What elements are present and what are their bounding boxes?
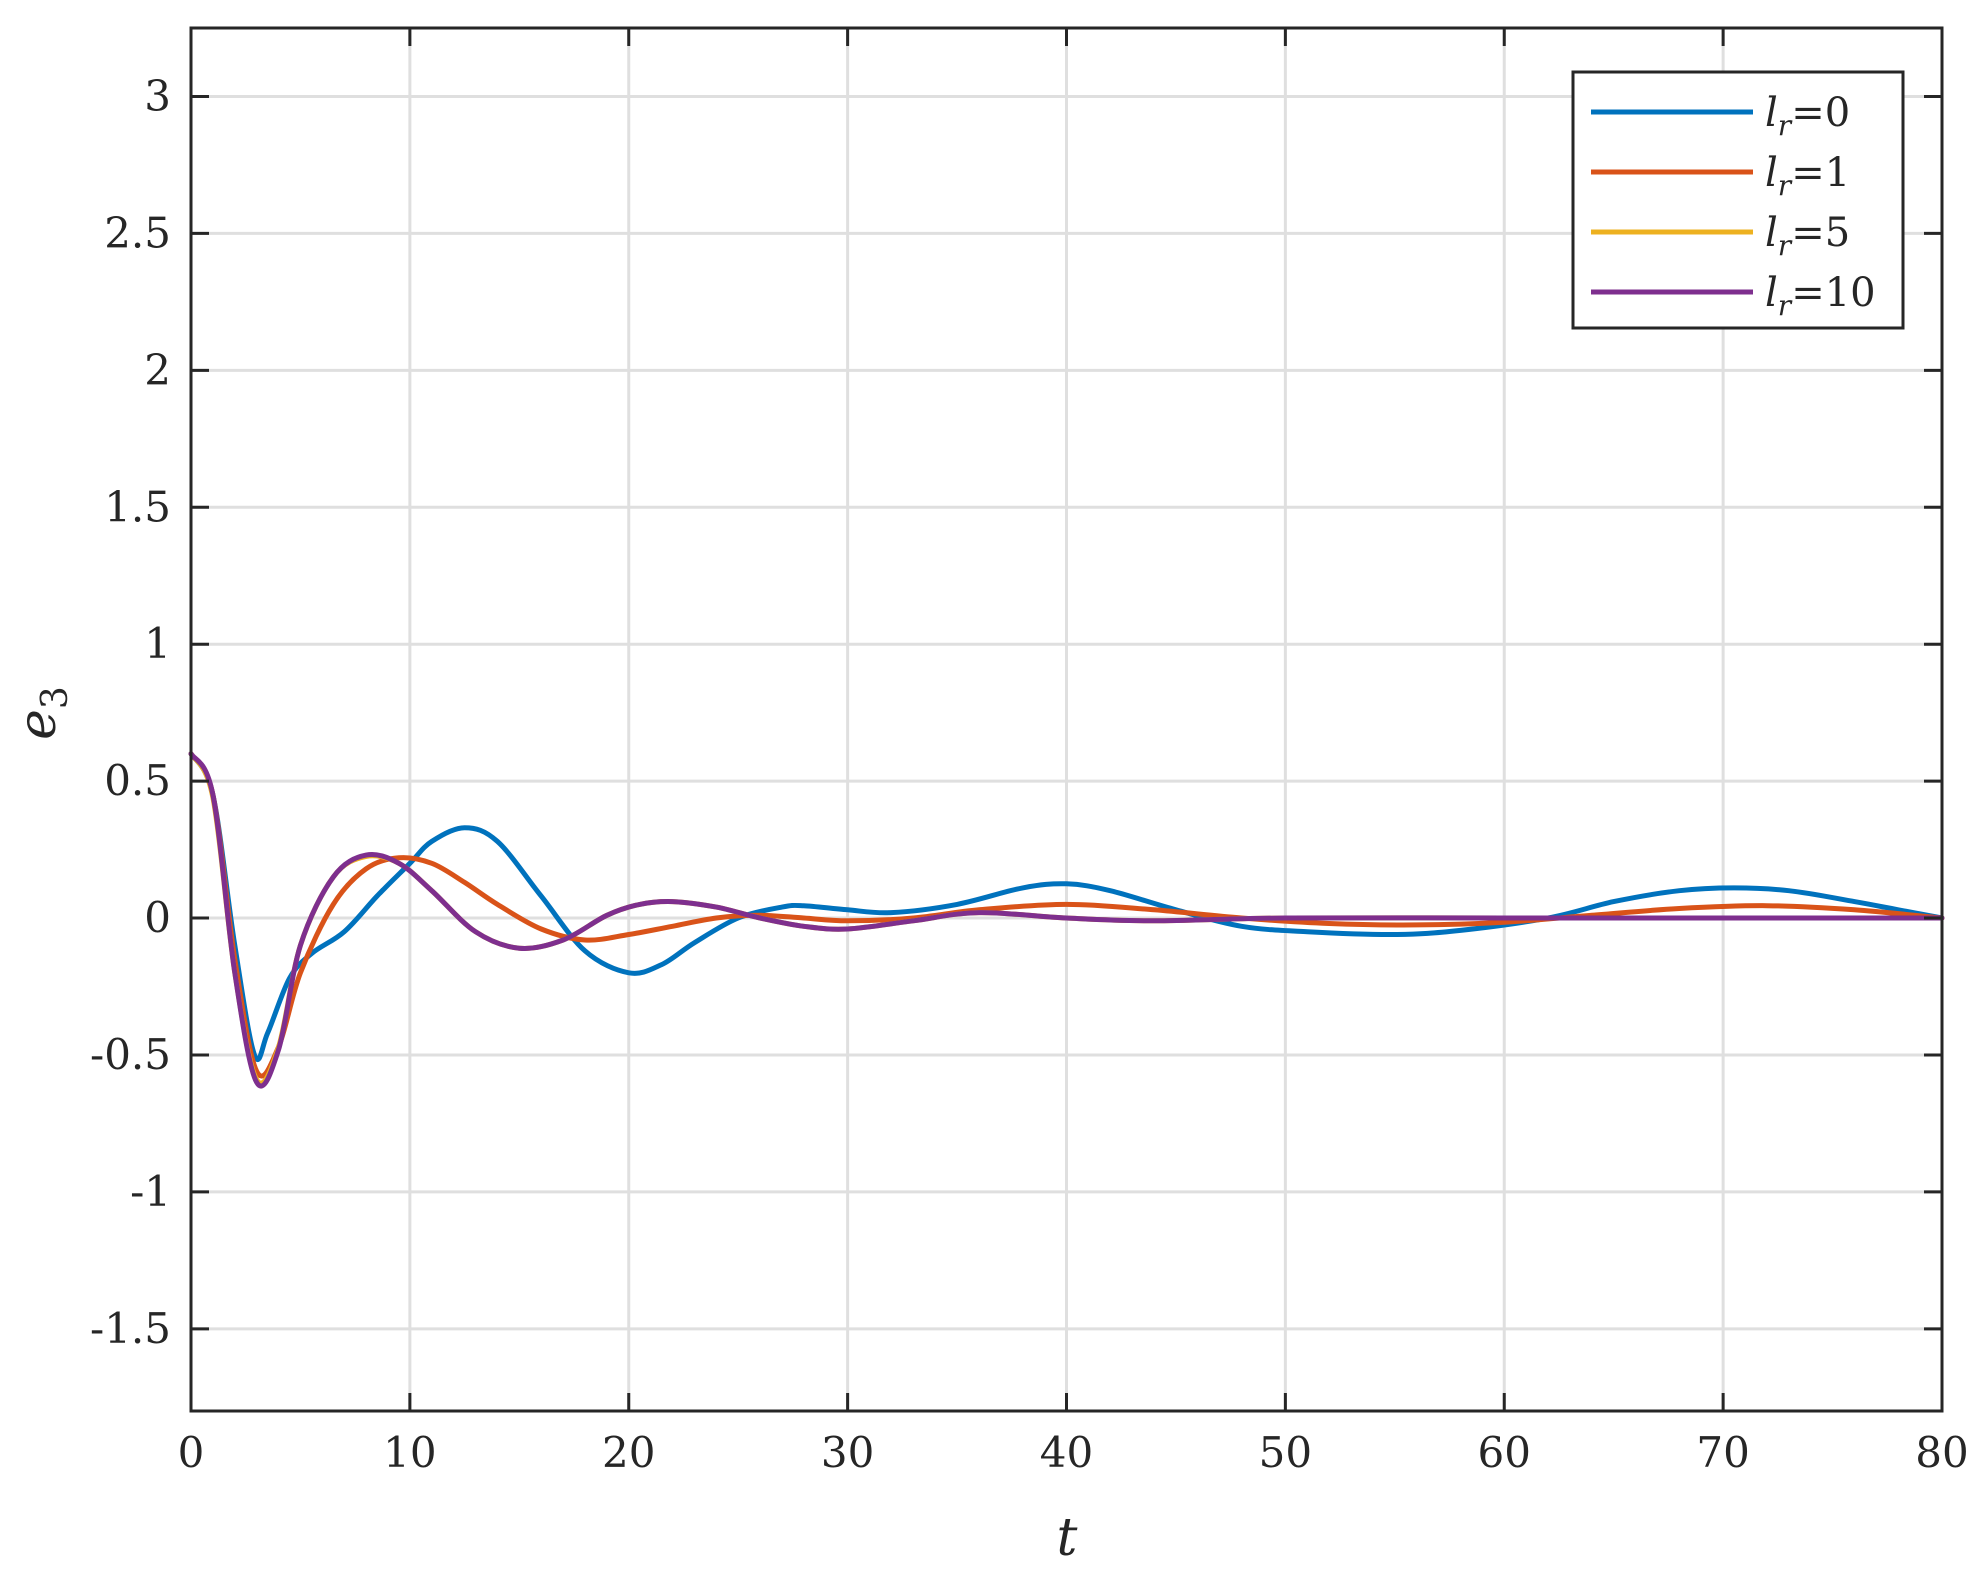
legend-box <box>1571 70 1905 330</box>
legend-label: lr=5 <box>1765 210 1850 262</box>
series-line-0 <box>188 751 1945 1063</box>
y-tick-label: 2 <box>144 345 171 394</box>
y-tick-label: -1.5 <box>90 1304 171 1353</box>
grid-lines <box>191 28 1942 1411</box>
y-tick-labels: -1.5 -1 -0.5 0 0.5 1 1.5 2 2.5 3 <box>90 71 171 1352</box>
y-axis-label-group: e3 <box>8 686 76 740</box>
y-tick-label: 3 <box>144 71 171 120</box>
y-tick-label: 0.5 <box>104 756 171 805</box>
axes <box>189 26 1944 1413</box>
y-tick-label: -0.5 <box>90 1030 171 1079</box>
svg-text:e3: e3 <box>8 686 76 740</box>
x-tick-label: 80 <box>1915 1428 1968 1477</box>
legend-label: lr=1 <box>1765 150 1850 202</box>
x-tick-label: 30 <box>821 1428 874 1477</box>
y-tick-label: -1 <box>130 1167 171 1216</box>
x-tick-label: 10 <box>383 1428 436 1477</box>
x-tick-label: 50 <box>1259 1428 1312 1477</box>
y-tick-label: 1.5 <box>104 482 171 531</box>
legend-label: lr=0 <box>1765 90 1850 142</box>
x-tick-label: 0 <box>178 1428 205 1477</box>
legend: lr=0 lr=1 lr=5 lr=10 <box>1571 70 1905 330</box>
series-line-10 <box>188 751 1945 1089</box>
x-tick-label: 70 <box>1696 1428 1749 1477</box>
y-tick-label: 1 <box>144 619 171 668</box>
x-tick-label: 60 <box>1478 1428 1531 1477</box>
y-axis-label: e <box>8 709 68 740</box>
y-tick-label: 2.5 <box>104 208 171 257</box>
x-tick-label: 20 <box>602 1428 655 1477</box>
x-tick-label: 40 <box>1040 1428 1093 1477</box>
series-lines <box>188 751 1945 1089</box>
y-axis-label-subscript: 3 <box>35 686 76 709</box>
y-tick-label: 0 <box>144 893 171 942</box>
x-tick-labels: 0 10 20 30 40 50 60 70 80 <box>178 1428 1969 1477</box>
legend-label: lr=10 <box>1765 270 1876 322</box>
x-axis-label: t <box>1057 1508 1078 1568</box>
